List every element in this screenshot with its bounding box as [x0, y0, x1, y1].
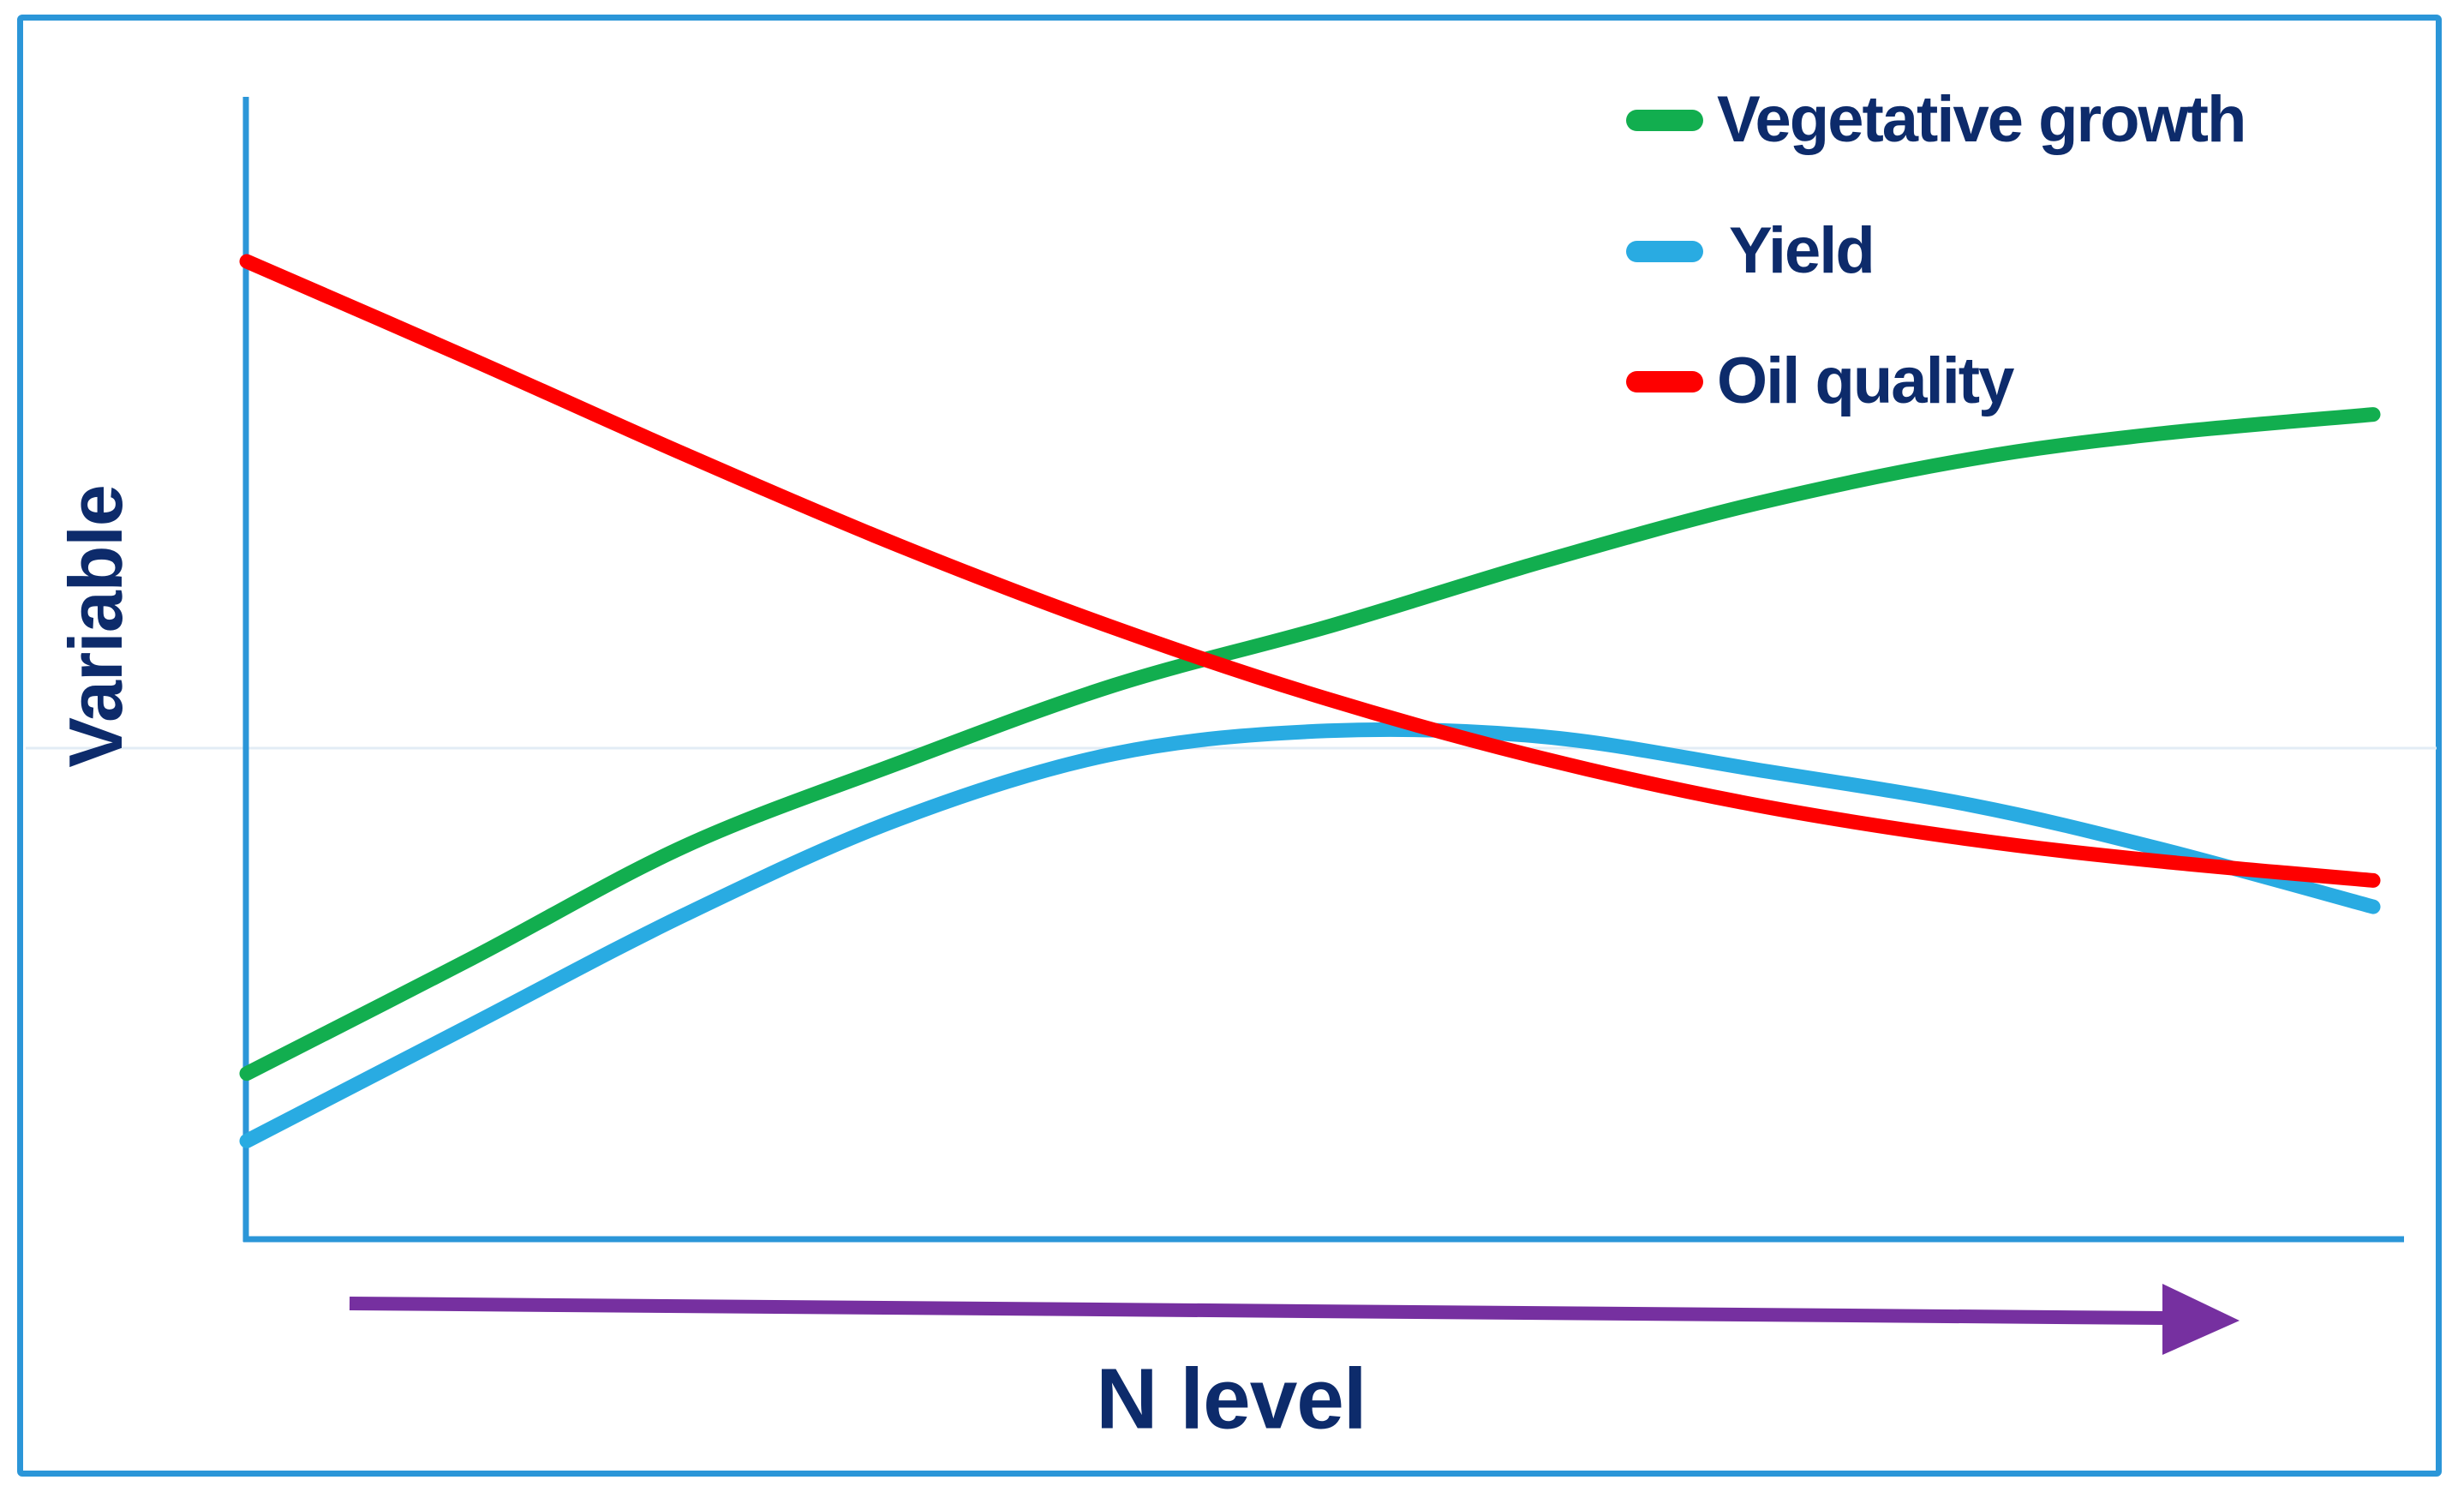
x-axis-title: N level [1096, 1351, 1367, 1447]
vegetative-growth-swatch-icon [1626, 109, 1703, 131]
arrow-head-icon [2162, 1284, 2240, 1355]
arrow-shaft [349, 1297, 2167, 1325]
n-level-arrow [349, 1284, 2240, 1355]
legend-label: Oil quality [1717, 345, 2014, 417]
curve-oil-quality [239, 254, 2381, 888]
legend-item-yield: Yield [1626, 213, 1875, 290]
legend-label: Yield [1729, 214, 1875, 287]
figure-frame-border [17, 15, 2442, 1477]
data-curves [239, 254, 2381, 1148]
legend-label: Vegetative growth [1717, 83, 2246, 156]
curve-vegetative-growth [239, 407, 2381, 1082]
legend-item-vegetative-growth: Vegetative growth [1626, 81, 2246, 159]
y-axis-title: Variable [53, 485, 138, 768]
curve-yield [239, 722, 2381, 1148]
legend-item-oil-quality: Oil quality [1626, 343, 2014, 420]
oil-quality-swatch-icon [1626, 370, 1703, 392]
yield-swatch-icon [1626, 240, 1703, 262]
